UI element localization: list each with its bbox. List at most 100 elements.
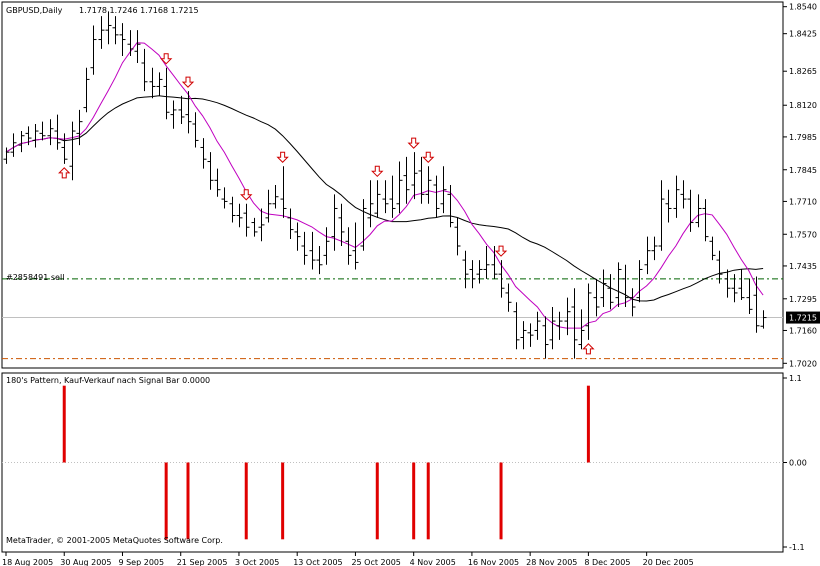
ohlc-bar[interactable] bbox=[10, 133, 17, 157]
ohlc-bar[interactable] bbox=[680, 180, 687, 209]
signal-histogram-bar[interactable] bbox=[62, 385, 66, 463]
ohlc-bar[interactable] bbox=[411, 152, 418, 200]
ohlc-bar[interactable] bbox=[265, 189, 272, 223]
ohlc-bar[interactable] bbox=[345, 227, 352, 265]
main-price-panel[interactable]: 1.8540 1.8425 1.8265 1.8120 1.7985 1.7845 1.77… bbox=[1, 1, 820, 369]
ohlc-bar[interactable] bbox=[119, 23, 126, 56]
ohlc-bar[interactable] bbox=[280, 166, 287, 218]
ohlc-bar[interactable] bbox=[578, 309, 585, 350]
ohlc-bar[interactable] bbox=[236, 203, 243, 228]
ohlc-bar[interactable] bbox=[90, 25, 97, 75]
ohlc-bar[interactable] bbox=[76, 109, 83, 146]
ohlc-bar[interactable] bbox=[105, 11, 112, 45]
ohlc-bar[interactable] bbox=[294, 222, 301, 251]
ohlc-bar[interactable] bbox=[687, 189, 694, 232]
ohlc-bar[interactable] bbox=[607, 274, 614, 310]
signal-histogram-bar[interactable] bbox=[244, 462, 248, 540]
ohlc-bar[interactable] bbox=[47, 119, 54, 146]
ohlc-bar[interactable] bbox=[513, 302, 520, 350]
ohlc-bar[interactable] bbox=[112, 16, 119, 45]
ohlc-bar[interactable] bbox=[534, 311, 541, 340]
signal-histogram-bar[interactable] bbox=[426, 462, 430, 540]
ohlc-bar[interactable] bbox=[301, 231, 308, 265]
signal-histogram-bar[interactable] bbox=[281, 462, 285, 540]
ohlc-bar[interactable] bbox=[149, 67, 156, 99]
ohlc-bar[interactable] bbox=[622, 264, 629, 307]
ohlc-bar[interactable] bbox=[141, 48, 148, 92]
ohlc-bar[interactable] bbox=[178, 95, 185, 124]
ohlc-bar[interactable] bbox=[556, 311, 563, 340]
ohlc-bar[interactable] bbox=[462, 250, 469, 289]
signal-histogram-bar[interactable] bbox=[375, 462, 379, 540]
ohlc-bar[interactable] bbox=[615, 262, 622, 307]
ohlc-bar[interactable] bbox=[374, 180, 381, 218]
ohlc-bar[interactable] bbox=[724, 269, 731, 298]
ohlc-bar[interactable] bbox=[418, 156, 425, 204]
ohlc-bar[interactable] bbox=[571, 288, 578, 359]
sell-arrow-icon[interactable] bbox=[407, 137, 420, 149]
ohlc-bar[interactable] bbox=[542, 316, 549, 359]
ohlc-bar[interactable] bbox=[564, 297, 571, 336]
ohlc-bar[interactable] bbox=[243, 203, 250, 237]
buy-arrow-icon[interactable] bbox=[582, 343, 595, 355]
ohlc-bar[interactable] bbox=[156, 72, 163, 96]
ohlc-bar[interactable] bbox=[483, 246, 490, 279]
ohlc-bar[interactable] bbox=[69, 121, 76, 181]
ohlc-bar[interactable] bbox=[702, 199, 709, 242]
ohlc-bar[interactable] bbox=[505, 283, 512, 312]
ohlc-bar[interactable] bbox=[433, 175, 440, 218]
ohlc-bar[interactable] bbox=[651, 236, 658, 261]
ohlc-bar[interactable] bbox=[54, 114, 61, 150]
ohlc-bar[interactable] bbox=[251, 217, 258, 237]
signal-histogram-bar[interactable] bbox=[586, 385, 590, 463]
ohlc-bar[interactable] bbox=[18, 131, 25, 153]
signal-histogram-bar[interactable] bbox=[412, 462, 416, 540]
ohlc-bar[interactable] bbox=[338, 203, 345, 246]
ohlc-bar[interactable] bbox=[425, 166, 432, 204]
ohlc-bar[interactable] bbox=[746, 278, 753, 315]
ohlc-bar[interactable] bbox=[403, 156, 410, 204]
ohlc-bar[interactable] bbox=[323, 227, 330, 265]
ohlc-bar[interactable] bbox=[163, 67, 170, 120]
ohlc-bar[interactable] bbox=[665, 189, 672, 223]
signal-histogram-bar[interactable] bbox=[186, 462, 190, 540]
ohlc-bar[interactable] bbox=[127, 30, 134, 56]
sell-arrow-icon[interactable] bbox=[159, 53, 173, 65]
ohlc-bar[interactable] bbox=[593, 278, 600, 317]
ohlc-bar[interactable] bbox=[185, 91, 192, 134]
ohlc-bar[interactable] bbox=[644, 236, 651, 275]
ohlc-bar[interactable] bbox=[352, 222, 359, 270]
ohlc-bar[interactable] bbox=[316, 246, 323, 275]
ohlc-bar[interactable] bbox=[229, 196, 236, 223]
ohlc-bar[interactable] bbox=[389, 175, 396, 218]
sell-arrow-icon[interactable] bbox=[240, 189, 253, 201]
ohlc-bar[interactable] bbox=[476, 260, 483, 284]
buy-arrow-icon[interactable] bbox=[58, 167, 71, 179]
ohlc-bar[interactable] bbox=[709, 236, 716, 261]
ohlc-bar[interactable] bbox=[221, 187, 228, 209]
ohlc-bar[interactable] bbox=[549, 307, 556, 350]
signal-histogram-bar[interactable] bbox=[499, 462, 503, 540]
ohlc-bar[interactable] bbox=[695, 194, 702, 228]
ohlc-bar[interactable] bbox=[207, 152, 214, 190]
ohlc-bar[interactable] bbox=[498, 260, 505, 298]
ohlc-bar[interactable] bbox=[469, 260, 476, 289]
ohlc-bar[interactable] bbox=[454, 217, 461, 256]
sell-arrow-icon[interactable] bbox=[494, 245, 508, 257]
ohlc-bar[interactable] bbox=[447, 185, 454, 228]
ohlc-bar[interactable] bbox=[39, 121, 46, 141]
ohlc-bar[interactable] bbox=[98, 16, 105, 49]
ohlc-bar[interactable] bbox=[331, 194, 338, 251]
sell-arrow-icon[interactable] bbox=[181, 76, 195, 88]
ohlc-bar[interactable] bbox=[272, 185, 279, 209]
ohlc-bar[interactable] bbox=[527, 323, 534, 347]
ohlc-bar[interactable] bbox=[214, 168, 221, 197]
ohlc-bar[interactable] bbox=[716, 250, 723, 284]
ohlc-bar[interactable] bbox=[83, 67, 90, 113]
sell-arrow-icon[interactable] bbox=[371, 165, 384, 178]
signal-histogram-bar[interactable] bbox=[164, 462, 168, 540]
ohlc-bar[interactable] bbox=[32, 124, 39, 148]
ohlc-bar[interactable] bbox=[738, 269, 745, 300]
ohlc-bar[interactable] bbox=[731, 274, 738, 303]
sell-arrow-icon[interactable] bbox=[422, 151, 435, 163]
